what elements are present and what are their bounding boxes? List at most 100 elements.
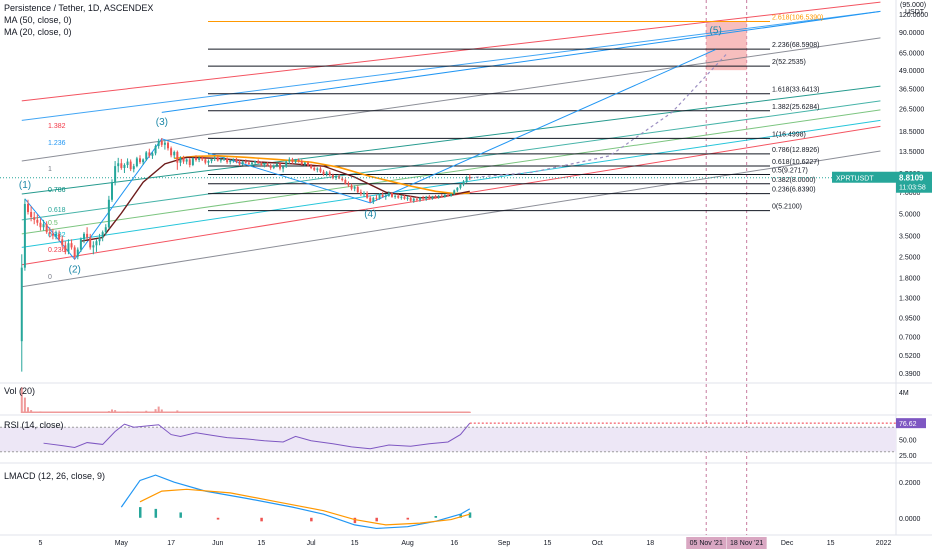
candle-body	[260, 163, 263, 165]
wave-label: (1)	[19, 180, 31, 191]
time-highlight-text: 18 Nov '21	[730, 540, 763, 547]
price-tick: 0.5200	[899, 353, 921, 360]
fib-level-label: 1.618(33.6413)	[772, 87, 819, 94]
rsi-tick: 25.00	[899, 453, 917, 460]
candle-body	[363, 193, 365, 195]
price-tick: 36.5000	[899, 87, 924, 94]
candle-body	[244, 161, 247, 163]
candle-body	[98, 237, 101, 242]
time-tick: May	[115, 540, 129, 547]
candle-body	[126, 161, 129, 165]
candle-body	[335, 176, 337, 178]
candle-body	[79, 239, 82, 250]
candle-body	[114, 166, 117, 183]
candle-body	[247, 162, 250, 164]
candle-body	[285, 161, 288, 167]
left-fib-label: 0.618	[48, 207, 66, 214]
candle-body	[328, 172, 331, 176]
ma20-legend: MA (20, close, 0)	[4, 27, 72, 37]
volume-bar	[160, 409, 163, 413]
candle-body	[219, 159, 222, 161]
vol-panel-label: Vol (20)	[4, 386, 36, 396]
candle-body	[198, 157, 201, 160]
volume-bar	[111, 409, 113, 413]
price-tick: 0.7000	[899, 335, 921, 342]
rsi-panel-label: RSI (14, close)	[4, 420, 64, 430]
candle-body	[394, 195, 397, 197]
price-tick: 2.5000	[899, 255, 921, 262]
candle-body	[229, 160, 232, 163]
candle-body	[316, 168, 319, 170]
macd-tick: 0.0000	[899, 516, 921, 523]
candle-body	[27, 203, 29, 213]
candle-body	[170, 148, 173, 156]
candle-body	[67, 243, 70, 252]
fib-level-label: 2.236(68.5908)	[772, 42, 819, 49]
candle-body	[226, 158, 229, 163]
candle-body	[95, 241, 98, 246]
rsi-band	[0, 427, 896, 452]
fib-level-label: 0.618(10.6227)	[772, 159, 819, 166]
price-tick: 13.5000	[899, 149, 924, 156]
candle-body	[251, 162, 253, 164]
candle-body	[254, 161, 257, 163]
left-fib-label: 0.786	[48, 187, 66, 194]
candle-body	[310, 165, 313, 168]
candle-body	[145, 152, 148, 160]
candle-body	[167, 142, 169, 149]
channel-line	[21, 37, 881, 162]
candle-body	[437, 195, 440, 198]
candle-body	[322, 171, 325, 175]
candle-body	[58, 233, 61, 240]
channel-line	[21, 150, 881, 288]
volume-bar	[23, 397, 26, 413]
vol-tick: 4M	[899, 390, 909, 397]
candle-body	[459, 184, 462, 188]
rsi-tick: 50.00	[899, 438, 917, 445]
price-tick: 65.0000	[899, 50, 924, 57]
channel-line	[21, 100, 881, 221]
time-tick: Sep	[498, 540, 511, 547]
channel-line	[21, 1, 881, 102]
candle-body	[51, 233, 54, 236]
candle-body	[61, 239, 64, 246]
last-price-tag	[896, 171, 932, 193]
candle-body	[331, 175, 334, 178]
macd-histogram-bar	[310, 517, 313, 522]
candle-body	[400, 196, 403, 198]
candle-body	[204, 159, 207, 163]
projection-path	[469, 52, 729, 179]
candle-body	[117, 163, 120, 167]
price-tick: 0.3900	[899, 371, 921, 378]
candle-body	[257, 161, 260, 164]
fib-level-label: 2.618(106.5390)	[772, 14, 823, 21]
candle-body	[428, 196, 431, 199]
candle-body	[297, 159, 300, 162]
candle-body	[468, 177, 471, 179]
time-tick: 15	[257, 540, 265, 547]
candle-body	[450, 193, 453, 196]
currency-label: USDT	[905, 9, 925, 16]
volume-bar	[157, 406, 160, 413]
candle-body	[160, 141, 163, 145]
candle-body	[142, 159, 145, 163]
candle-body	[397, 195, 400, 198]
candle-body	[64, 245, 67, 252]
time-highlight-text: 05 Nov '21	[690, 540, 723, 547]
candle-body	[288, 159, 291, 162]
candle-body	[359, 192, 362, 194]
candle-body	[263, 163, 266, 165]
candle-body	[185, 159, 188, 162]
candle-body	[73, 247, 76, 257]
macd-histogram-bar	[353, 517, 357, 524]
time-tick: Dec	[781, 540, 794, 547]
candle-body	[20, 267, 23, 342]
candle-body	[191, 158, 194, 165]
candle-body	[92, 245, 95, 248]
candle-body	[48, 232, 51, 234]
candle-body	[213, 157, 216, 159]
fib-level-label: 0.382(8.0000)	[772, 177, 816, 184]
candle-body	[325, 172, 328, 175]
candle-body	[307, 162, 309, 166]
